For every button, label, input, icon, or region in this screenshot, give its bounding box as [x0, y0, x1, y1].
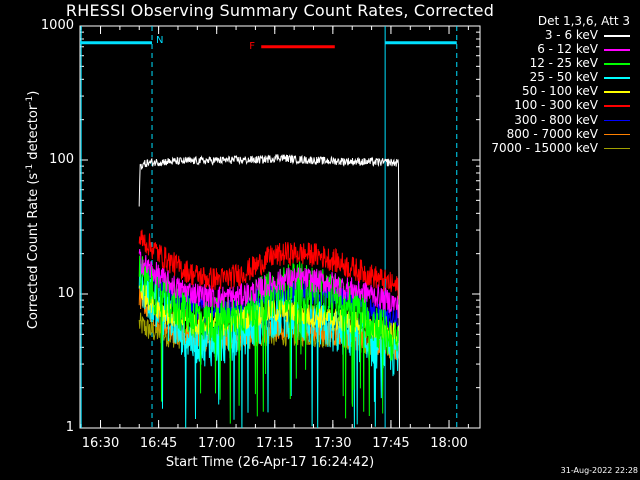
legend-swatch — [604, 105, 630, 107]
legend-header: Det 1,3,6, Att 3 — [537, 14, 630, 28]
legend-label: 3 - 6 keV — [544, 28, 598, 42]
legend-swatch — [604, 147, 630, 150]
legend-entry: 25 - 50 keV — [470, 70, 634, 84]
legend-entry: 12 - 25 keV — [470, 56, 634, 70]
legend-swatch — [604, 91, 630, 93]
legend-label: 6 - 12 keV — [537, 42, 598, 57]
series-line-8 — [138, 312, 399, 360]
y-tick-label: 1000 — [40, 18, 74, 33]
series-line-0 — [138, 154, 400, 429]
chart-title: RHESSI Observing Summary Count Rates, Co… — [65, 1, 495, 20]
legend-label: 300 - 800 keV — [514, 112, 598, 127]
legend-swatch — [604, 49, 630, 51]
legend-swatch — [604, 119, 630, 122]
x-tick-label: 18:00 — [430, 436, 468, 451]
x-tick-label: 16:45 — [139, 436, 178, 451]
x-tick-label: 17:00 — [197, 436, 236, 451]
y-tick-label: 1 — [65, 420, 74, 435]
x-tick-label: 16:30 — [81, 436, 120, 451]
legend-swatch — [604, 63, 630, 65]
legend-label: 25 - 50 keV — [529, 70, 598, 85]
plot-frame — [79, 25, 481, 429]
legend-label: 12 - 25 keV — [529, 56, 598, 71]
legend-entry: 6 - 12 keV — [470, 42, 634, 56]
series-line-5 — [138, 229, 399, 300]
timestamp-footer: 31-Aug-2022 22:28 — [560, 466, 638, 475]
y-tick-label: 100 — [49, 152, 74, 167]
legend-swatch — [604, 133, 630, 136]
series-line-4 — [138, 284, 399, 346]
legend-entry: 300 - 800 keV — [470, 113, 634, 127]
x-tick-label: 17:45 — [372, 436, 410, 451]
legend-entry: 3 - 6 keV — [470, 28, 634, 42]
legend-swatch — [604, 35, 630, 37]
x-tick-label: 17:15 — [256, 436, 294, 451]
legend-entry: 7000 - 15000 keV — [470, 141, 634, 155]
legend-label: 100 - 300 keV — [514, 98, 598, 113]
flag-label-F: F — [249, 40, 255, 52]
x-axis-label: Start Time (26-Apr-17 16:24:42) — [165, 455, 375, 470]
x-tick-label: 17:30 — [314, 436, 352, 451]
flag-label-N: N — [156, 34, 164, 46]
y-tick-label: 10 — [57, 286, 74, 301]
legend-label: 50 - 100 keV — [521, 84, 598, 99]
legend: Det 1,3,6, Att 3 3 - 6 keV 6 - 12 keV 12 -… — [470, 14, 634, 155]
legend-label: 800 - 7000 keV — [506, 126, 598, 141]
legend-label: 7000 - 15000 keV — [491, 140, 598, 155]
series-line-1 — [138, 248, 399, 319]
legend-entry: 800 - 7000 keV — [470, 127, 634, 141]
legend-swatch — [604, 77, 630, 79]
legend-entry: 100 - 300 keV — [470, 98, 634, 112]
legend-entry: 50 - 100 keV — [470, 84, 634, 98]
